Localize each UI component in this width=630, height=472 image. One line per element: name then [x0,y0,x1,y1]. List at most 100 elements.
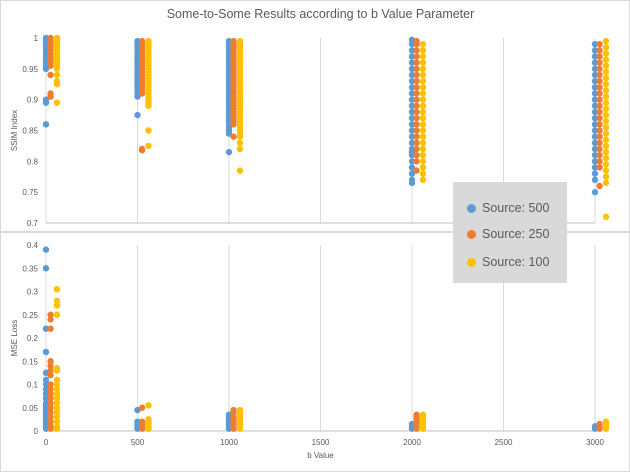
mse-y-tick-0-2: 0.2 [27,334,39,343]
ssim-point-source-250 [413,127,420,134]
mse-point-source-250 [47,325,54,332]
mse-point-source-250 [47,390,54,397]
mse-point-source-100 [53,297,61,304]
ssim-point-source-500 [225,148,233,156]
mse-point-source-100 [53,409,61,416]
mse-point-source-100 [53,376,61,384]
mse-point-source-250 [47,399,54,407]
mse-point-source-500 [42,395,50,402]
ssim-point-source-250 [596,108,603,116]
mse-point-source-250 [47,381,54,388]
ssim-point-source-100 [602,56,610,63]
mse-point-source-250 [47,367,54,374]
ssim-point-source-100 [602,81,610,88]
mse-point-source-100 [53,385,61,393]
ssim-point-source-500 [591,158,599,165]
mse-point-source-250 [47,372,54,379]
ssim-point-source-250 [413,40,420,48]
ssim-y-axis-label: SSIM Index [10,110,19,151]
mse-point-source-100 [53,395,61,402]
ssim-point-source-100 [419,47,427,54]
ssim-y-tick-0-9: 0.9 [27,96,39,105]
ssim-point-source-250 [413,59,420,66]
mse-point-source-250 [596,425,603,432]
ssim-point-source-100 [602,213,610,221]
ssim-point-source-250 [596,151,603,159]
ssim-point-source-100 [419,158,427,165]
ssim-point-source-100 [419,53,427,60]
mse-point-source-100 [53,425,61,432]
ssim-point-source-500 [591,84,599,91]
ssim-point-source-250 [413,90,420,97]
mse-point-source-250 [47,418,54,425]
mse-point-source-100 [419,425,427,432]
ssim-series-source-100 [53,34,610,221]
ssim-point-source-500 [591,40,599,48]
ssim-point-source-250 [413,145,420,153]
ssim-point-source-250 [596,182,603,190]
ssim-point-source-250 [596,59,603,66]
ssim-point-source-250 [413,139,420,147]
ssim-point-source-100 [145,127,152,134]
legend: Source: 500 Source: 250 Source: 100 [453,182,567,283]
ssim-point-source-500 [591,151,599,159]
mse-y-tick-0: 0 [34,427,39,436]
ssim-point-source-250 [596,47,603,54]
ssim-point-source-500 [591,65,599,73]
ssim-point-source-250 [596,90,603,97]
legend-label-source-100: Source: 100 [482,255,550,269]
ssim-point-source-250 [138,147,146,154]
ssim-point-source-100 [53,65,61,73]
ssim-point-source-250 [413,151,420,159]
ssim-point-source-250 [47,71,54,79]
mse-point-source-250 [47,362,54,370]
ssim-point-source-250 [596,96,603,103]
legend-marker-source-500 [467,203,476,213]
ssim-point-source-500 [591,145,599,153]
ssim-point-source-500 [408,133,416,140]
ssim-point-source-500 [591,108,599,116]
ssim-point-source-250 [413,167,420,174]
ssim-point-source-500 [408,108,416,116]
ssim-point-source-250 [413,84,420,91]
mse-point-source-250 [47,395,54,402]
ssim-point-source-100 [419,65,427,73]
ssim-point-source-100 [419,90,427,97]
ssim-point-source-100 [419,84,427,91]
ssim-point-source-100 [602,142,610,150]
ssim-point-source-100 [602,62,610,69]
ssim-point-source-100 [602,44,610,51]
ssim-point-source-500 [408,59,416,66]
legend-item-source-500: Source: 500 [467,198,549,218]
mse-point-source-500 [42,390,50,397]
mse-point-source-100 [53,311,61,318]
ssim-point-source-500 [591,170,599,177]
ssim-point-source-500 [408,151,416,159]
ssim-point-source-500 [591,71,599,79]
mse-point-source-250 [230,425,237,432]
legend-label-source-250: Source: 250 [482,227,550,241]
ssim-point-source-100 [419,164,427,171]
ssim-point-source-250 [413,65,420,73]
mse-y-axis-label: MSE Loss [10,320,19,356]
ssim-series-source-500 [42,34,599,196]
ssim-point-source-250 [596,158,603,165]
ssim-point-source-500 [42,121,50,128]
x-tick-2000: 2000 [403,438,421,447]
ssim-point-source-250 [596,65,603,73]
mse-point-source-500 [42,376,50,384]
mse-point-source-100 [236,425,244,432]
ssim-y-tick-0-7: 0.7 [27,219,39,228]
mse-y-tick-0-05: 0.05 [22,404,38,413]
ssim-point-source-250 [47,62,54,69]
x-tick-1000: 1000 [220,438,238,447]
ssim-point-source-500 [408,102,416,110]
ssim-point-source-100 [419,145,427,153]
ssim-point-source-100 [419,133,427,140]
mse-point-source-500 [42,325,50,332]
mse-point-source-500 [42,265,50,272]
mse-y-tick-0-3: 0.3 [27,288,39,297]
ssim-point-source-250 [596,40,603,48]
